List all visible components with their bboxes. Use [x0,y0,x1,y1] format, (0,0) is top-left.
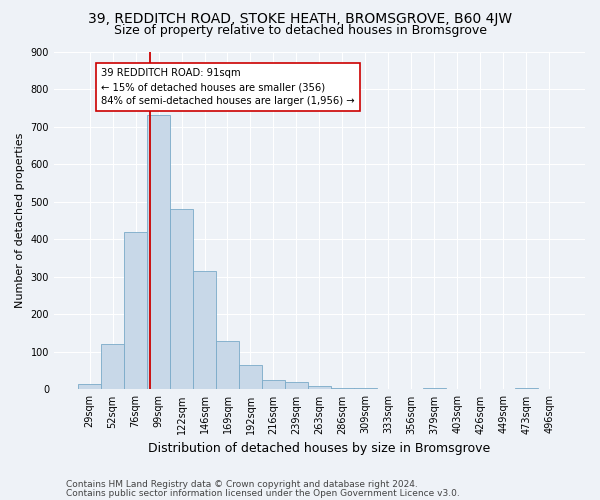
Bar [124,232,147,390]
Bar [239,365,262,390]
Y-axis label: Number of detached properties: Number of detached properties [15,133,25,308]
Bar [101,344,124,390]
Bar [170,209,193,390]
Bar [331,388,354,390]
Text: 39, REDDITCH ROAD, STOKE HEATH, BROMSGROVE, B60 4JW: 39, REDDITCH ROAD, STOKE HEATH, BROMSGRO… [88,12,512,26]
Bar [193,271,216,390]
Text: Contains HM Land Registry data © Crown copyright and database right 2024.: Contains HM Land Registry data © Crown c… [66,480,418,489]
Text: Size of property relative to detached houses in Bromsgrove: Size of property relative to detached ho… [113,24,487,37]
Bar [308,386,331,390]
Bar [216,340,239,390]
Text: Contains public sector information licensed under the Open Government Licence v3: Contains public sector information licen… [66,488,460,498]
Bar [147,116,170,390]
Bar [354,388,377,390]
X-axis label: Distribution of detached houses by size in Bromsgrove: Distribution of detached houses by size … [148,442,491,455]
Bar [423,388,446,390]
Bar [262,380,285,390]
Bar [515,388,538,390]
Text: 39 REDDITCH ROAD: 91sqm
← 15% of detached houses are smaller (356)
84% of semi-d: 39 REDDITCH ROAD: 91sqm ← 15% of detache… [101,68,355,106]
Bar [78,384,101,390]
Bar [285,382,308,390]
